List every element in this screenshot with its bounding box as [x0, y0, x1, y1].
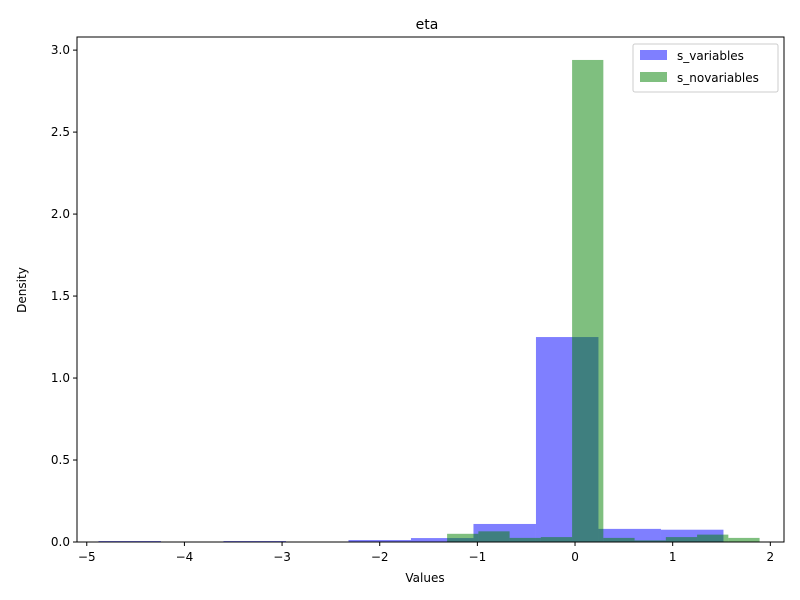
y-tick-label: 2.0: [51, 207, 70, 221]
legend-swatch-s-novariables: [640, 72, 667, 82]
x-tick-label: −5: [78, 550, 96, 564]
bar-s-novariables-9: [728, 537, 760, 542]
bar-s-novariables-5: [603, 537, 635, 542]
legend-label-s-variables: s_variables: [677, 49, 744, 63]
bar-s-novariables-8: [697, 534, 729, 542]
y-axis-label: Density: [15, 267, 29, 313]
x-tick-label: 1: [669, 550, 677, 564]
x-tick-label: 2: [767, 550, 775, 564]
x-tick-label: −1: [469, 550, 487, 564]
y-tick-label: 3.0: [51, 43, 70, 57]
x-axis-ticks: −5 −4 −3 −2 −1 0 1 2: [78, 542, 774, 564]
bar-s-novariables-0: [447, 533, 479, 542]
y-tick-label: 0.0: [51, 535, 70, 549]
chart-title: eta: [416, 17, 439, 33]
bar-s-novariables-4: [572, 59, 604, 543]
legend: s_variables s_novariables: [632, 43, 779, 93]
bar-s-novariables-7: [665, 537, 698, 542]
x-axis-label: Values: [405, 571, 444, 585]
bar-s-novariables-2: [509, 537, 541, 542]
legend-label-s-novariables: s_novariables: [677, 71, 759, 85]
x-tick-label: −4: [176, 550, 194, 564]
legend-swatch-s-variables: [640, 50, 667, 60]
y-tick-label: 1.0: [51, 371, 70, 385]
plot-frame: [76, 36, 785, 543]
y-tick-label: 2.5: [51, 125, 70, 139]
bar-s-novariables-3: [540, 537, 573, 542]
y-tick-label: 0.5: [51, 453, 70, 467]
bar-s-novariables-6: [634, 540, 666, 542]
y-axis-ticks: 0.0 0.5 1.0 1.5 2.0 2.5 3.0: [51, 43, 77, 549]
legend-frame: [632, 43, 779, 93]
x-tick-label: 0: [571, 550, 579, 564]
bar-s-variables-5: [410, 538, 474, 542]
x-tick-label: −3: [273, 550, 291, 564]
bar-s-variables-4: [348, 540, 411, 542]
y-tick-label: 1.5: [51, 289, 70, 303]
bar-s-novariables-1: [478, 531, 510, 542]
bars-layer: [98, 59, 760, 543]
x-tick-label: −2: [371, 550, 389, 564]
